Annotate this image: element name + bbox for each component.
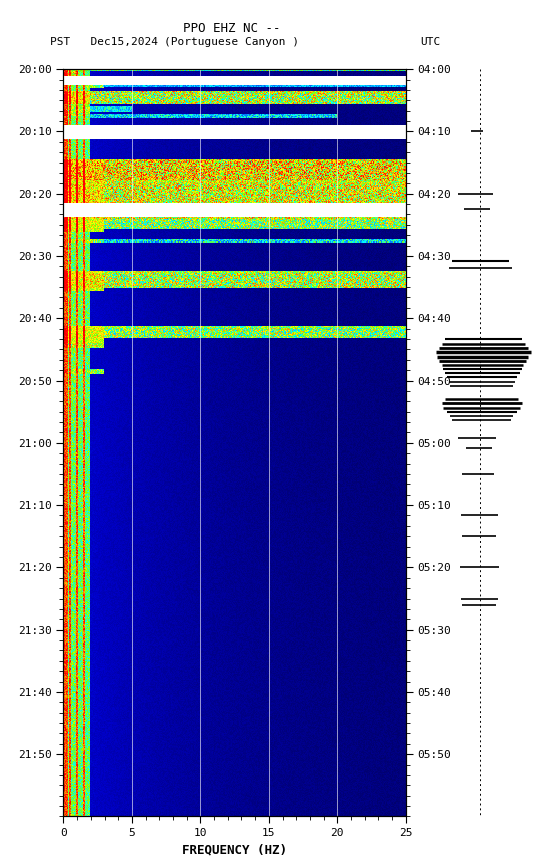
Text: PPO EHZ NC --: PPO EHZ NC -- — [183, 22, 280, 35]
Text: UTC: UTC — [421, 37, 440, 48]
Text: (Portuguese Canyon ): (Portuguese Canyon ) — [164, 37, 299, 48]
Text: PST   Dec15,2024: PST Dec15,2024 — [50, 37, 158, 48]
X-axis label: FREQUENCY (HZ): FREQUENCY (HZ) — [182, 844, 287, 857]
